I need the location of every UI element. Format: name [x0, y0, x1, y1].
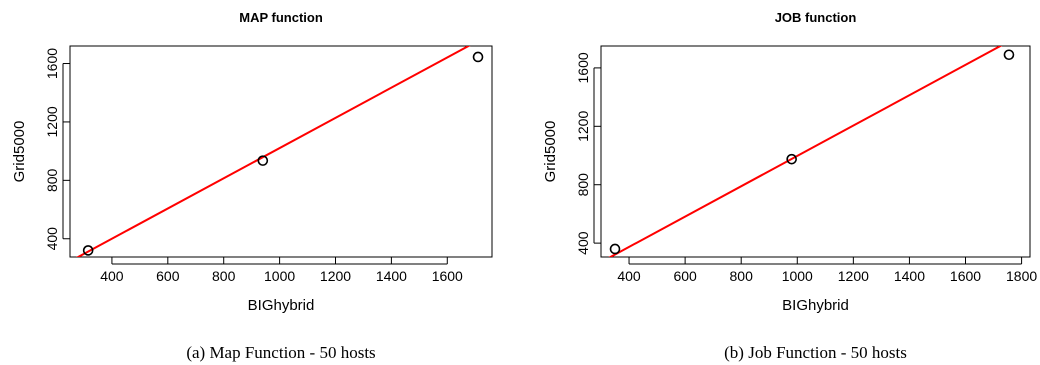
plot-frame: [69, 45, 493, 258]
plot-frame: [600, 45, 1031, 258]
y-tick-label: 800: [575, 173, 591, 197]
x-tick-label: 1400: [376, 268, 407, 284]
y-axis-label: Grid5000: [11, 121, 28, 183]
figure-caption: (b) Job Function - 50 hosts: [724, 343, 907, 362]
chart-title: JOB function: [775, 10, 857, 25]
x-axis-label: BIGhybrid: [248, 297, 315, 314]
data-point: [609, 243, 621, 255]
y-tick-label: 1200: [575, 111, 591, 142]
job-function-panel: JOB function 400 600 800 1000 1200 1400 1600 180…: [542, 10, 1037, 362]
regression-line: [608, 46, 1003, 257]
x-tick-label: 600: [673, 268, 697, 284]
x-tick-label: 1800: [1006, 268, 1037, 284]
y-tick-label: 400: [575, 231, 591, 255]
x-tick-label: 1400: [894, 268, 925, 284]
x-tick-label: 1000: [782, 268, 813, 284]
x-axis-label: BIGhybrid: [782, 297, 849, 314]
map-function-panel: MAP function 400 600 800 1000 1200 1400 1600 400…: [11, 10, 493, 362]
x-tick-label: 1600: [950, 268, 981, 284]
x-tick-label: 800: [212, 268, 236, 284]
data-point: [786, 153, 797, 165]
x-tick-label: 400: [617, 268, 641, 284]
x-tick-label: 1000: [264, 268, 295, 284]
y-tick-label: 800: [44, 168, 60, 192]
x-tick-label: 600: [156, 268, 180, 284]
y-tick-label: 1600: [44, 48, 60, 79]
data-point: [1003, 49, 1015, 61]
x-tick-label: 400: [100, 268, 124, 284]
x-tick-label: 1200: [838, 268, 869, 284]
data-point: [82, 245, 94, 256]
x-tick-label: 1200: [320, 268, 351, 284]
y-tick-label: 1600: [575, 52, 591, 83]
x-tick-label: 1600: [432, 268, 463, 284]
y-tick-label: 400: [44, 227, 60, 251]
y-tick-label: 1200: [44, 106, 60, 137]
regression-line: [76, 46, 471, 257]
data-point: [472, 51, 484, 63]
y-axis-label: Grid5000: [542, 121, 559, 183]
data-point: [257, 155, 269, 166]
chart-title: MAP function: [239, 10, 323, 25]
figure-caption: (a) Map Function - 50 hosts: [186, 343, 375, 362]
x-tick-label: 800: [730, 268, 754, 284]
